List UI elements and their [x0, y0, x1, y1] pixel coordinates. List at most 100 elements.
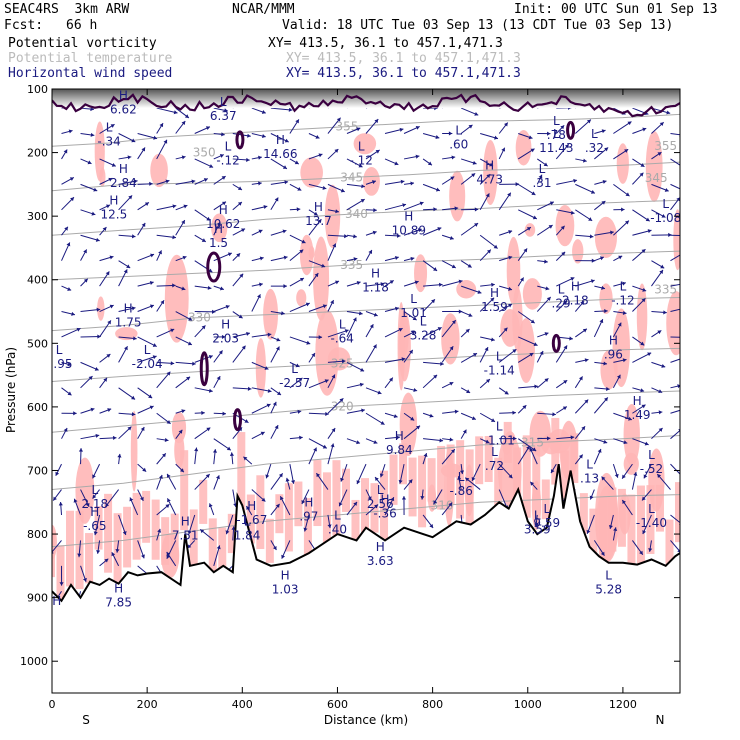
wind-arrowhead [465, 329, 470, 333]
wind-arrowhead [158, 250, 162, 255]
wind-arrowhead [318, 335, 323, 340]
wind-arrowhead [181, 155, 186, 160]
wind-arrowhead [325, 411, 329, 417]
wind-arrowhead [172, 283, 176, 288]
wind-arrowhead [532, 215, 537, 220]
wind-arrowhead [627, 121, 632, 126]
wind-arrowhead [274, 425, 279, 430]
wind-arrow [518, 336, 538, 346]
wind-arrow [574, 119, 592, 134]
wind-arrowhead [55, 471, 60, 476]
wind-arrowhead [103, 377, 107, 382]
wind-arrowhead [295, 363, 300, 368]
wind-arrowhead [657, 152, 662, 156]
extremum-value: 2.84 [110, 176, 137, 190]
low-marker: L [558, 283, 565, 297]
theta-line [52, 199, 680, 236]
wind-arrowhead [275, 346, 280, 351]
wind-arrow [498, 348, 517, 363]
wind-arrow [403, 425, 421, 440]
x-tick-label: 1000 [514, 698, 542, 711]
wind-arrowhead [642, 287, 647, 292]
wind-arrowhead [398, 327, 403, 332]
wind-arrowhead [581, 426, 586, 431]
high-marker: H [609, 333, 618, 347]
speed-shade [666, 291, 680, 356]
wind-arrowhead [297, 186, 302, 191]
wind-arrowhead [237, 201, 242, 206]
theta-line [52, 494, 680, 548]
wind-arrow [156, 371, 171, 389]
wind-arrowhead [108, 177, 113, 182]
speed-shade [246, 494, 255, 544]
extremum-value: -.52 [640, 462, 663, 476]
wind-arrowhead [589, 495, 594, 500]
high-marker: H [276, 133, 285, 147]
wind-arrowhead [160, 300, 165, 305]
theta-label: 320 [331, 400, 354, 414]
wind-arrowhead [624, 220, 629, 225]
extremum-value: 14.66 [263, 147, 297, 161]
wind-arrowhead [184, 114, 189, 118]
wind-arrowhead [685, 189, 689, 193]
wind-arrowhead [267, 388, 272, 393]
speed-shade [189, 509, 198, 583]
wind-arrowhead [201, 410, 205, 415]
wind-arrow [365, 412, 385, 425]
wind-arrowhead [396, 233, 401, 238]
wind-arrowhead [241, 345, 246, 350]
wind-arrowhead [187, 530, 192, 535]
wind-arrowhead [526, 227, 531, 231]
wind-arrowhead [377, 390, 382, 395]
speed-shade [389, 454, 398, 505]
wind-arrowhead [545, 286, 550, 291]
low-marker: L [225, 140, 232, 154]
speed-shade [627, 494, 636, 582]
wind-arrowhead [96, 550, 101, 554]
wind-arrowhead [512, 410, 516, 415]
extremum-value: -1.01 [484, 433, 515, 447]
wind-arrowhead [301, 500, 306, 505]
wind-arrowhead [379, 473, 384, 478]
wind-arrowhead [284, 138, 289, 143]
wind-arrowhead [448, 131, 453, 136]
wind-arrowhead [206, 427, 211, 432]
extremum-value: 13.7 [305, 214, 332, 228]
low-marker: L [553, 114, 560, 128]
wind-arrow [270, 107, 293, 111]
wind-arrow [327, 443, 334, 465]
low-marker: L [496, 419, 503, 433]
high-marker: H [219, 203, 228, 217]
wind-arrowhead [131, 412, 136, 417]
wind-arrowhead [621, 207, 625, 212]
wind-arrowhead [412, 316, 417, 321]
wind-arrowhead [437, 327, 442, 331]
low-marker: L [106, 121, 113, 135]
theta-label: 330 [188, 311, 211, 325]
wind-arrowhead [485, 193, 490, 198]
wind-arrowhead [563, 380, 568, 384]
wind-arrowhead [205, 474, 210, 479]
pv-blob [206, 251, 222, 283]
wind-arrow [194, 473, 210, 490]
wind-arrow [213, 545, 221, 566]
wind-arrowhead [123, 269, 128, 274]
wind-arrowhead [372, 344, 377, 349]
wind-arrowhead [685, 335, 688, 339]
hl-labels: L-.34H2.84L2.95H1.75L-2.04H1.5H10.62H2.0… [52, 89, 680, 609]
extremum-value: 11.43 [539, 141, 573, 155]
speed-shade [123, 506, 132, 568]
wind-arrowhead [660, 264, 665, 269]
low-marker: L [534, 508, 541, 522]
x-tick-label: 200 [137, 698, 158, 711]
wind-arrowhead [276, 337, 281, 342]
wind-arrowhead [211, 309, 216, 314]
wind-arrow [670, 183, 680, 190]
wind-arrowhead [149, 304, 154, 309]
wind-arrowhead [208, 388, 213, 393]
speed-shade [524, 223, 536, 237]
wind-arrowhead [207, 285, 212, 290]
wind-arrowhead [294, 160, 299, 165]
wind-arrowhead [543, 162, 548, 167]
low-marker: L [334, 508, 341, 522]
